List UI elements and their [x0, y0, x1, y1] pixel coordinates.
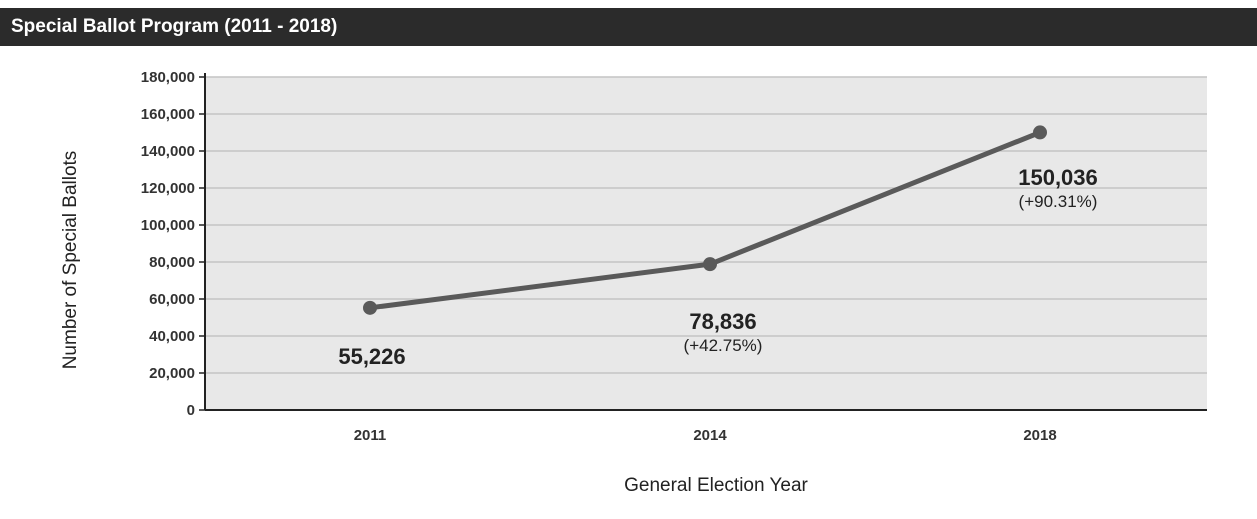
y-tick-label: 100,000 [141, 217, 195, 234]
y-tick-label: 40,000 [149, 328, 195, 345]
y-tick-label: 0 [187, 402, 195, 419]
data-points [363, 125, 1047, 315]
data-labels: 55,226 78,836 (+42.75%) 150,036 (+90.31%) [338, 165, 1097, 369]
x-tick-label: 2018 [1023, 427, 1056, 444]
y-tick-label: 180,000 [141, 69, 195, 86]
chart-title: Special Ballot Program (2011 - 2018) [0, 8, 1257, 46]
change-label: (+42.75%) [684, 336, 763, 355]
data-point [703, 257, 717, 272]
x-tick-label: 2014 [693, 427, 727, 444]
y-tick-label: 120,000 [141, 180, 195, 197]
y-tick-label: 20,000 [149, 365, 195, 382]
data-label: 78,836 [689, 309, 756, 334]
data-label: 150,036 [1018, 165, 1098, 190]
x-axis-label: General Election Year [624, 475, 808, 496]
y-axis-ticks: 0 20,000 40,000 60,000 80,000 100,000 120,000 1… [141, 69, 205, 419]
x-axis-ticks: 2011 2014 2018 [354, 427, 1057, 444]
data-label: 55,226 [338, 344, 405, 369]
y-tick-label: 140,000 [141, 143, 195, 160]
change-label: (+90.31%) [1019, 192, 1098, 211]
y-tick-label: 60,000 [149, 291, 195, 308]
y-tick-label: 160,000 [141, 106, 195, 123]
data-point [1033, 125, 1047, 140]
y-tick-label: 80,000 [149, 254, 195, 271]
x-tick-label: 2011 [354, 427, 387, 444]
y-axis-label: Number of Special Ballots [60, 151, 81, 370]
data-point [363, 300, 377, 315]
